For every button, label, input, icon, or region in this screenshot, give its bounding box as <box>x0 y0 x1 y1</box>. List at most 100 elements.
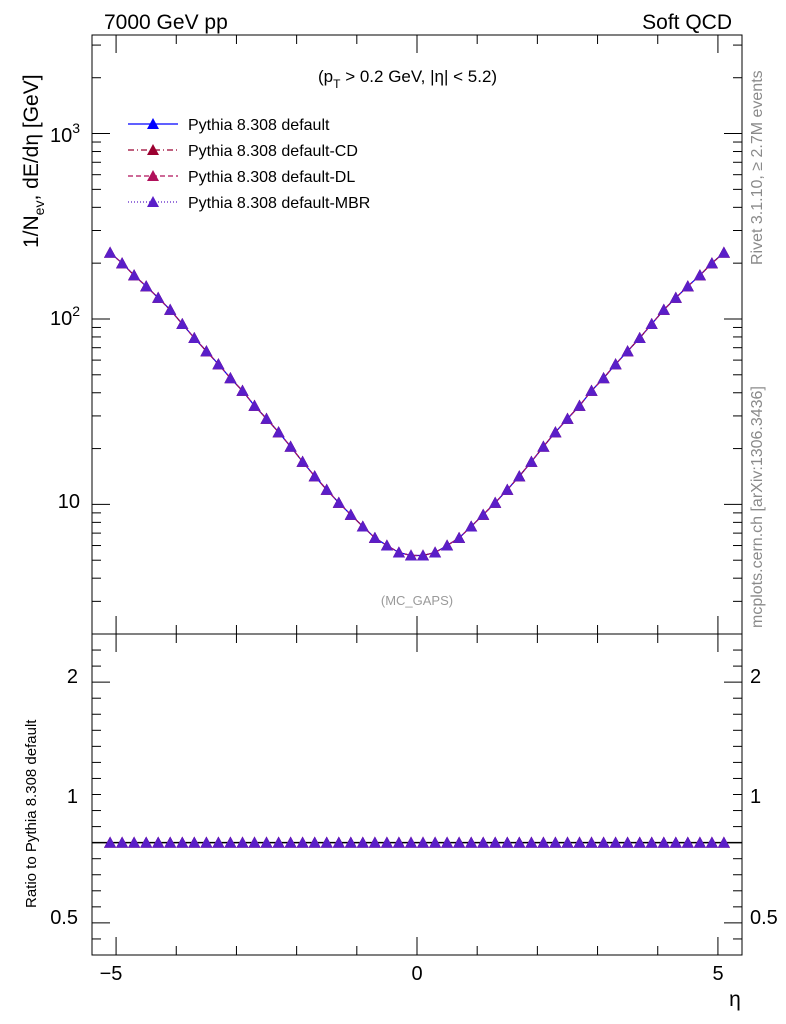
ratio-point-s3-21 <box>356 836 369 848</box>
ratio-point-s3-13 <box>260 836 273 848</box>
ratio-point-s3-14 <box>272 836 285 848</box>
legend-entry-cd: Pythia 8.308 default-CD <box>128 143 358 160</box>
y-tick-exp-2: 2 <box>72 303 80 319</box>
ratio-y-tick-05-right: 0.5 <box>750 907 778 929</box>
ratio-point-s3-38 <box>561 836 574 848</box>
ratio-point-s3-12 <box>248 836 261 848</box>
ratio-y-tick-2: 2 <box>67 666 78 688</box>
ratio-point-s3-28 <box>441 836 454 848</box>
ratio-point-s3-7 <box>188 836 201 848</box>
data-point-s3-3 <box>140 280 153 292</box>
ratio-point-s3-34 <box>513 836 526 848</box>
ratio-frame <box>91 633 743 956</box>
analysis-watermark: (MC_GAPS) <box>381 593 453 608</box>
ratio-point-s3-35 <box>525 836 538 848</box>
data-point-s3-47 <box>669 291 682 303</box>
ratio-point-s3-1 <box>116 836 129 848</box>
ratio-point-s3-47 <box>669 836 682 848</box>
data-point-s3-28 <box>441 539 454 551</box>
data-point-s3-43 <box>621 345 634 357</box>
main-axis-ticks <box>92 35 742 635</box>
data-point-s3-16 <box>296 455 309 467</box>
data-point-s3-48 <box>681 280 694 292</box>
data-point-s3-26 <box>417 549 429 561</box>
data-point-s3-21 <box>356 520 369 532</box>
ratio-point-s3-23 <box>380 836 393 848</box>
data-point-s3-12 <box>248 399 261 411</box>
ratio-point-s3-51 <box>717 836 730 848</box>
ratio-point-s3-31 <box>477 836 490 848</box>
data-point-s3-0 <box>104 246 117 258</box>
ratio-y-tick-1: 1 <box>67 786 78 808</box>
data-point-s3-40 <box>585 384 598 396</box>
legend-marker-default <box>147 118 159 129</box>
data-point-s3-50 <box>705 257 718 269</box>
ratio-y-tick-2-right: 2 <box>750 666 761 688</box>
data-point-s3-22 <box>368 531 381 543</box>
x-tick-0: 0 <box>411 963 422 985</box>
legend-marker-dl <box>147 170 159 181</box>
x-tick-minus5: −5 <box>100 963 123 985</box>
y-tick-label-10: 10 <box>58 491 80 513</box>
ratio-point-s3-2 <box>128 836 141 848</box>
cut-label: (pT > 0.2 GeV, |η| < 5.2) <box>318 67 497 91</box>
ratio-point-s3-46 <box>657 836 670 848</box>
ratio-point-s3-5 <box>164 836 177 848</box>
data-point-s3-7 <box>188 332 201 343</box>
data-point-s3-44 <box>633 332 646 343</box>
y-tick-exp-3: 3 <box>72 120 80 136</box>
header-left: 7000 GeV pp <box>104 11 228 34</box>
data-point-s3-34 <box>513 470 526 482</box>
ratio-point-s3-3 <box>140 836 153 848</box>
ratio-point-s3-10 <box>224 836 237 848</box>
data-point-s3-35 <box>525 455 538 467</box>
ratio-markers <box>92 836 742 848</box>
main-markers <box>104 246 730 561</box>
ratio-point-s3-6 <box>176 836 189 848</box>
ratio-point-s3-9 <box>212 836 225 848</box>
legend: Pythia 8.308 default Pythia 8.308 defaul… <box>128 117 370 212</box>
legend-entry-dl: Pythia 8.308 default-DL <box>128 169 355 186</box>
main-curves <box>109 252 725 557</box>
ratio-y-axis-title: Ratio to Pythia 8.308 default <box>23 719 40 908</box>
ratio-point-s3-24 <box>392 836 405 848</box>
ratio-point-s3-41 <box>597 836 610 848</box>
header-right: Soft QCD <box>642 11 732 34</box>
y-tick-label-1000: 103 <box>50 120 80 147</box>
series-line-2 <box>109 252 725 557</box>
legend-label-dl: Pythia 8.308 default-DL <box>188 169 355 186</box>
data-point-s3-9 <box>212 358 225 370</box>
data-point-s3-45 <box>645 318 658 329</box>
series-line-0 <box>109 252 725 557</box>
data-point-s3-33 <box>501 483 514 495</box>
data-point-s3-15 <box>284 440 297 452</box>
main-y-axis-title: 1/Nev, dE/dη [GeV] <box>20 74 47 248</box>
ratio-point-s3-48 <box>681 836 694 848</box>
data-point-s3-6 <box>176 318 189 329</box>
data-point-s3-36 <box>537 440 550 452</box>
data-point-s3-46 <box>657 303 670 315</box>
ratio-point-s3-36 <box>537 836 550 848</box>
ratio-y-tick-1-right: 1 <box>750 786 761 808</box>
ratio-point-s3-27 <box>429 836 442 848</box>
rivet-note: Rivet 3.1.10, ≥ 2.7M events <box>749 70 766 265</box>
data-point-s3-27 <box>429 546 442 558</box>
data-point-s3-30 <box>465 520 478 532</box>
ratio-point-s3-25 <box>405 836 417 848</box>
ratio-point-s3-22 <box>368 836 381 848</box>
data-point-s3-42 <box>609 358 622 370</box>
data-point-s3-4 <box>152 291 165 303</box>
ratio-point-s3-32 <box>489 836 502 848</box>
ratio-point-s3-11 <box>236 836 249 848</box>
ratio-point-s3-42 <box>609 836 622 848</box>
series-line-3 <box>109 252 725 557</box>
ratio-point-s3-19 <box>332 836 345 848</box>
ratio-point-s3-49 <box>693 836 706 848</box>
data-point-s3-49 <box>693 269 706 281</box>
ratio-point-s3-30 <box>465 836 478 848</box>
ratio-point-s3-33 <box>501 836 514 848</box>
ratio-point-s3-39 <box>573 836 586 848</box>
data-point-s3-18 <box>320 483 333 495</box>
ratio-point-s3-18 <box>320 836 333 848</box>
